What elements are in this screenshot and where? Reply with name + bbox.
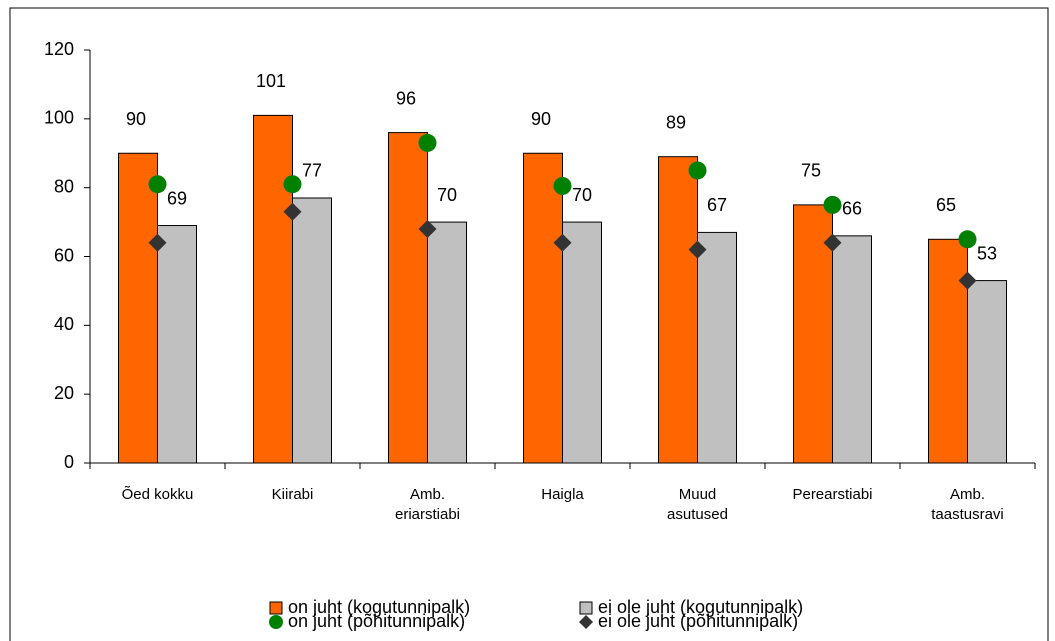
- bar: [832, 235, 872, 464]
- bar: [157, 225, 197, 464]
- marker-circle: [418, 133, 437, 152]
- marker-diamond: [283, 202, 302, 221]
- data-label: 69: [167, 188, 187, 208]
- data-label: 96: [396, 88, 416, 108]
- bar: [253, 114, 293, 464]
- data-label: 101: [256, 71, 286, 91]
- legend-swatch: [579, 615, 593, 629]
- bar: [562, 221, 602, 464]
- y-tick-label: 20: [54, 383, 74, 403]
- legend-label: on juht (põhitunnipalk): [288, 611, 465, 631]
- marker-diamond: [418, 219, 437, 238]
- legend-label: ei ole juht (põhitunnipalk): [598, 611, 798, 631]
- x-tick-label: Haigla: [541, 486, 584, 503]
- x-tick-label: Õed kokku: [121, 486, 194, 503]
- marker-circle: [958, 230, 977, 249]
- y-tick-label: 60: [54, 245, 74, 265]
- x-tick-label: Perearstiabi: [792, 486, 873, 503]
- marker-diamond: [148, 233, 167, 252]
- bar: [292, 197, 332, 464]
- y-tick-label: 80: [54, 176, 74, 196]
- marker-circle: [553, 176, 572, 195]
- data-label: 89: [666, 112, 686, 132]
- marker-circle: [148, 175, 167, 194]
- data-label: 53: [977, 243, 997, 263]
- bar: [118, 152, 158, 464]
- data-label: 67: [707, 195, 727, 215]
- marker-circle: [283, 175, 302, 194]
- marker-diamond: [823, 233, 842, 252]
- x-tick-label: Muud asutused: [667, 486, 728, 523]
- marker-diamond: [958, 271, 977, 290]
- bar: [523, 152, 563, 464]
- y-tick-label: 100: [44, 108, 74, 128]
- legend-swatch: [579, 601, 593, 615]
- bar: [658, 156, 698, 464]
- legend-label: on juht (kogutunnipalk): [288, 597, 470, 617]
- data-label: 77: [302, 161, 322, 181]
- bar: [928, 238, 968, 464]
- y-tick-label: 40: [54, 314, 74, 334]
- bar: [427, 221, 467, 464]
- data-label: 75: [801, 161, 821, 181]
- data-label: 66: [842, 199, 862, 219]
- bar: [697, 231, 737, 464]
- x-tick-label: Amb. taastusravi: [931, 486, 1004, 523]
- marker-diamond: [553, 233, 572, 252]
- marker-circle: [823, 195, 842, 214]
- data-label: 70: [572, 185, 592, 205]
- marker-circle: [688, 161, 707, 180]
- data-label: 70: [437, 185, 457, 205]
- bar: [388, 132, 428, 464]
- legend-swatch: [269, 615, 283, 629]
- marker-diamond: [688, 240, 707, 259]
- x-tick-label: Kiirabi: [271, 486, 314, 503]
- data-label: 90: [126, 109, 146, 129]
- y-tick-label: 0: [64, 452, 74, 472]
- bar: [793, 204, 833, 464]
- x-tick-label: Amb. eriarstiabi: [394, 486, 461, 523]
- data-label: 90: [531, 109, 551, 129]
- legend-label: ei ole juht (kogutunnipalk): [598, 597, 803, 617]
- legend-swatch: [269, 601, 283, 615]
- y-tick-label: 120: [44, 39, 74, 59]
- bar: [967, 280, 1007, 464]
- data-label: 65: [936, 195, 956, 215]
